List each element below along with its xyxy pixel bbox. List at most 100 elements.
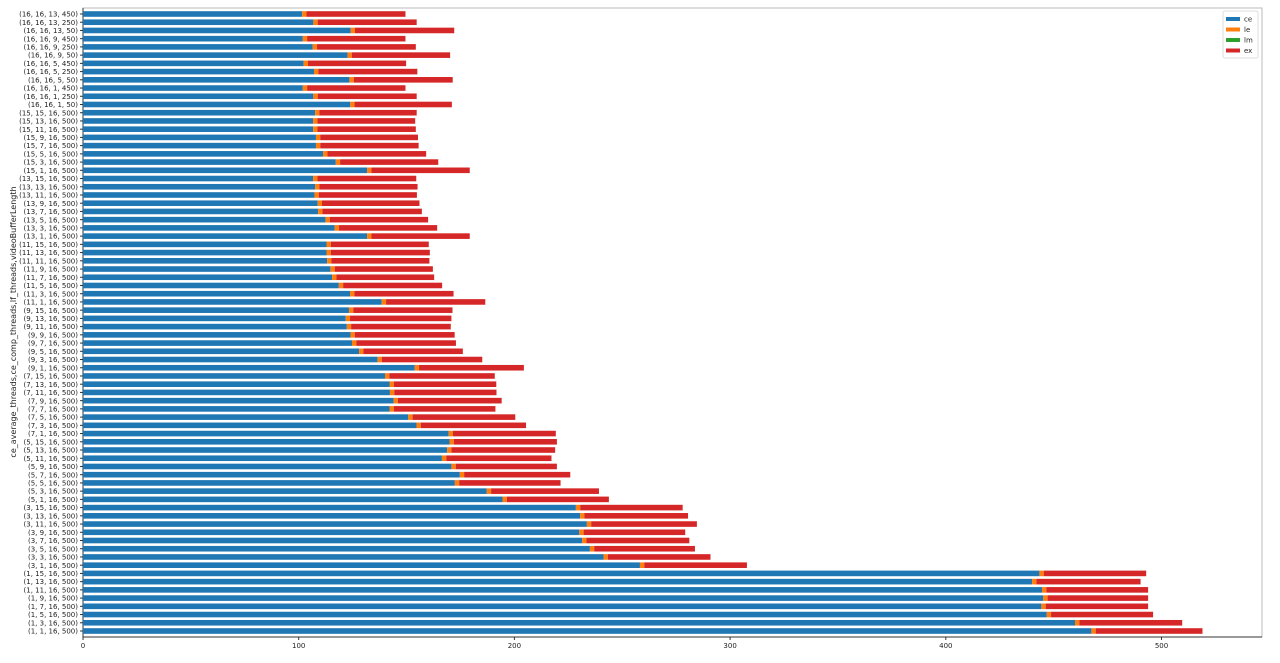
y-tick-label: (11, 13, 16, 500) bbox=[19, 249, 78, 257]
y-tick-label: (16, 16, 13, 250) bbox=[19, 19, 78, 27]
y-tick-label: (3, 1, 16, 500) bbox=[28, 562, 78, 570]
bar-ce bbox=[83, 142, 316, 149]
bar-ce bbox=[83, 315, 346, 322]
bar-ex bbox=[336, 274, 435, 281]
bar-le bbox=[313, 175, 318, 182]
bar-ex bbox=[1079, 619, 1183, 626]
bar-le bbox=[326, 241, 331, 248]
bar-ex bbox=[318, 192, 417, 198]
y-tick-label: (7, 11, 16, 500) bbox=[24, 389, 79, 397]
y-tick-label: (5, 7, 16, 500) bbox=[28, 471, 78, 479]
bar-le bbox=[589, 545, 595, 552]
bar-ex bbox=[343, 282, 443, 289]
bar-ex bbox=[394, 389, 497, 396]
x-ticks: 0 100 200 300 400 500 bbox=[81, 637, 1168, 650]
bar-le bbox=[350, 101, 355, 108]
bar-le bbox=[393, 397, 398, 404]
bar-le bbox=[1039, 570, 1044, 577]
y-tick-label: (7, 15, 16, 500) bbox=[24, 373, 79, 381]
bar-ce bbox=[83, 208, 319, 215]
bar-ce bbox=[83, 299, 382, 305]
bar-ex bbox=[306, 11, 406, 17]
bar-ce bbox=[83, 414, 409, 420]
y-tick-label: (16, 16, 5, 50) bbox=[28, 76, 78, 84]
y-tick-label: (5, 11, 16, 500) bbox=[24, 455, 79, 463]
bar-ex bbox=[389, 373, 495, 379]
x-tick-label: 200 bbox=[508, 642, 521, 650]
bar-le bbox=[325, 216, 330, 223]
bar-ex bbox=[307, 35, 406, 42]
bar-ce bbox=[83, 134, 316, 141]
bar-ex bbox=[327, 151, 427, 157]
y-tick-label: (7, 9, 16, 500) bbox=[28, 397, 78, 405]
bar-le bbox=[603, 554, 608, 560]
y-tick-label: (1, 11, 16, 500) bbox=[24, 586, 79, 594]
bar-le bbox=[389, 406, 394, 412]
bar-le bbox=[315, 109, 320, 116]
bar-ex bbox=[363, 348, 463, 355]
bar-ce bbox=[83, 504, 576, 511]
bar-ex bbox=[451, 447, 556, 453]
bar-ex bbox=[320, 142, 419, 149]
bar-ex bbox=[1046, 587, 1149, 593]
bar-ex bbox=[393, 381, 497, 387]
y-tick-label: (13, 3, 16, 500) bbox=[24, 224, 79, 232]
bar-ex bbox=[1043, 570, 1147, 577]
bar-le bbox=[326, 249, 331, 256]
bar-le bbox=[317, 200, 322, 207]
bar-ex bbox=[371, 233, 470, 239]
bar-ex bbox=[381, 356, 483, 363]
y-tick-label: (1, 5, 16, 500) bbox=[28, 611, 78, 619]
legend-label-le: le bbox=[1244, 26, 1250, 34]
bar-ex bbox=[350, 315, 452, 322]
bar-ce bbox=[83, 266, 331, 272]
y-tick-label: (16, 16, 13, 450) bbox=[19, 11, 78, 19]
bar-le bbox=[582, 537, 587, 544]
legend-box bbox=[1222, 10, 1259, 59]
bar-ce bbox=[83, 389, 390, 396]
bar-ex bbox=[334, 266, 433, 272]
y-tick-label: (15, 5, 16, 500) bbox=[24, 150, 79, 158]
bar-ex bbox=[594, 545, 695, 552]
bar-le bbox=[389, 389, 395, 396]
y-tick-label: (1, 1, 16, 500) bbox=[28, 628, 78, 636]
bar-ce bbox=[83, 323, 347, 330]
bar-ce bbox=[83, 225, 335, 231]
y-tick-label: (5, 9, 16, 500) bbox=[28, 463, 78, 471]
bar-ex bbox=[412, 414, 516, 420]
y-tick-label: (16, 16, 13, 50) bbox=[24, 27, 79, 35]
bar-le bbox=[351, 340, 357, 346]
bar-ex bbox=[393, 406, 496, 412]
bar-ex bbox=[354, 27, 455, 34]
y-tick-label: (15, 15, 16, 500) bbox=[19, 109, 78, 117]
y-tick-label: (13, 15, 16, 500) bbox=[19, 175, 78, 183]
y-tick-label: (9, 9, 16, 500) bbox=[28, 331, 78, 339]
bar-le bbox=[314, 68, 319, 75]
bar-ce bbox=[83, 249, 327, 256]
y-tick-label: (1, 13, 16, 500) bbox=[24, 578, 79, 586]
legend-swatch-ex bbox=[1226, 48, 1240, 53]
bar-le bbox=[315, 183, 320, 190]
bar-le bbox=[347, 52, 352, 58]
bar-ce bbox=[83, 595, 1044, 601]
bar-le bbox=[1043, 595, 1048, 601]
y-axis-label: ce_average_threads,ce_comp_threads,lf_th… bbox=[9, 186, 18, 457]
y-tick-label: (15, 3, 16, 500) bbox=[24, 159, 79, 167]
bar-ce bbox=[83, 192, 315, 198]
bar-le bbox=[359, 348, 364, 355]
bar-le bbox=[451, 463, 456, 470]
bar-ex bbox=[491, 488, 599, 494]
bar-ex bbox=[340, 159, 439, 165]
bar-ex bbox=[386, 299, 486, 305]
bar-le bbox=[580, 513, 585, 519]
bar-ce bbox=[83, 183, 316, 190]
y-tick-label: (1, 7, 16, 500) bbox=[28, 603, 78, 611]
bar-ce bbox=[83, 447, 448, 453]
legend-swatch-ce bbox=[1226, 17, 1240, 21]
bar-ce bbox=[83, 290, 351, 297]
bar-le bbox=[389, 381, 394, 387]
bar-le bbox=[330, 266, 335, 272]
bar-le bbox=[314, 192, 319, 198]
bar-le bbox=[367, 233, 372, 239]
bar-le bbox=[350, 290, 355, 297]
